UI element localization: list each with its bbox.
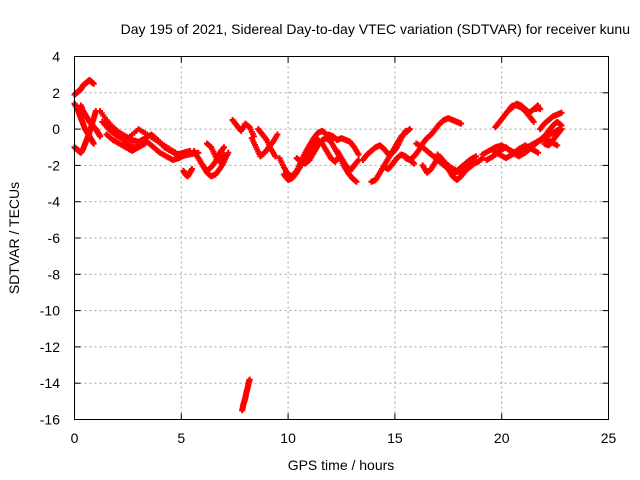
x-tick-label: 20 bbox=[494, 430, 510, 446]
data-point bbox=[246, 376, 253, 383]
y-tick-label: 0 bbox=[52, 121, 60, 137]
x-tick-label: 0 bbox=[71, 430, 79, 446]
series-arc-14b bbox=[368, 126, 413, 185]
series-arc-22c bbox=[541, 126, 565, 149]
plot-frame bbox=[74, 56, 609, 420]
series-arc-8a bbox=[229, 117, 257, 140]
data-point bbox=[537, 106, 544, 113]
data-point bbox=[221, 151, 228, 158]
y-tick-labels: 4 2 0 -2 -4 -6 -8 -10 -12 -14 -16 bbox=[40, 49, 60, 428]
y-tick-label: 4 bbox=[52, 49, 60, 65]
y-tick-label: -2 bbox=[48, 157, 61, 173]
series-arc-8c bbox=[255, 126, 279, 160]
y-tick-label: -12 bbox=[40, 339, 60, 355]
data-point bbox=[558, 126, 565, 133]
y-tick-label: -8 bbox=[48, 266, 61, 282]
series-blob-5 bbox=[180, 166, 195, 180]
series-early-high bbox=[71, 77, 97, 98]
series-arc-12a bbox=[325, 131, 362, 158]
x-axis-label: GPS time / hours bbox=[288, 457, 395, 473]
data-point bbox=[90, 140, 97, 147]
data-point bbox=[406, 126, 413, 133]
y-tick-label: -10 bbox=[40, 303, 60, 319]
data-point bbox=[530, 118, 537, 125]
data-point bbox=[355, 151, 362, 158]
y-tick-label: -16 bbox=[40, 412, 60, 428]
data-point bbox=[188, 166, 195, 173]
data-point bbox=[558, 109, 565, 116]
data-point bbox=[411, 160, 418, 167]
data-point bbox=[141, 140, 148, 147]
data-point bbox=[353, 178, 360, 185]
series-arc-1c bbox=[103, 131, 148, 154]
y-axis-label: SDTVAR / TECUs bbox=[6, 182, 22, 294]
data-point bbox=[221, 144, 228, 151]
series-arc-14a bbox=[359, 127, 409, 163]
x-tick-label: 15 bbox=[387, 430, 403, 446]
data-point bbox=[473, 153, 480, 160]
series-arc-10b bbox=[280, 136, 343, 183]
x-tick-label: 5 bbox=[177, 430, 185, 446]
y-tick-label: -4 bbox=[48, 194, 61, 210]
y-tick-label: -6 bbox=[48, 230, 61, 246]
series-arc-20-high bbox=[505, 100, 542, 116]
data-point bbox=[225, 149, 232, 156]
data-points bbox=[71, 77, 565, 414]
y-tick-label: 2 bbox=[52, 85, 60, 101]
data-point bbox=[90, 80, 97, 87]
data-point bbox=[554, 142, 561, 149]
series-blob-21 bbox=[532, 104, 544, 113]
series-arc-19c bbox=[490, 142, 542, 162]
series-early-mid bbox=[77, 102, 104, 140]
data-point bbox=[272, 153, 279, 160]
series-arc-6c bbox=[203, 140, 228, 165]
data-point bbox=[274, 131, 281, 138]
x-tick-label: 10 bbox=[280, 430, 296, 446]
data-point bbox=[458, 120, 465, 127]
x-tick-label: 25 bbox=[601, 430, 617, 446]
series-outlier bbox=[239, 376, 253, 414]
series-arc-22b bbox=[537, 118, 565, 143]
data-point bbox=[535, 149, 542, 156]
chart-title: Day 195 of 2021, Sidereal Day-to-day VTE… bbox=[121, 21, 630, 37]
series-arc-22a bbox=[537, 109, 565, 133]
data-point bbox=[97, 133, 104, 140]
y-tick-label: -14 bbox=[40, 375, 60, 391]
series-arc-17b bbox=[434, 151, 480, 174]
x-tick-labels: 0 5 10 15 20 25 bbox=[71, 430, 617, 446]
